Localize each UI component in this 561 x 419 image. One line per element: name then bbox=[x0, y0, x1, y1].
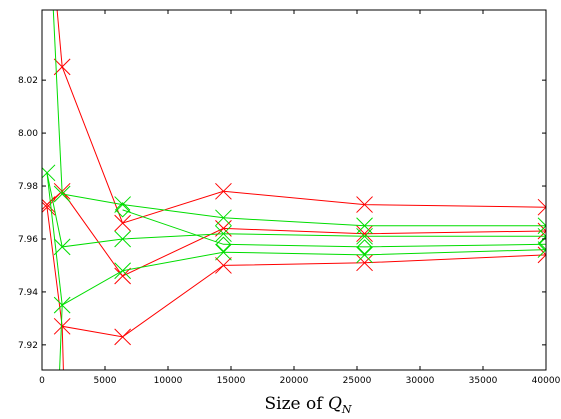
x-tick-label: 10000 bbox=[154, 376, 183, 386]
series-line-1 bbox=[46, 207, 546, 338]
data-point-x-marker bbox=[356, 227, 373, 245]
axes-layer: 0 5000 10000 15000 20000 25000 30000 35000 40000… bbox=[18, 10, 561, 386]
series-line-3 bbox=[56, 10, 63, 67]
data-point-x-marker bbox=[215, 182, 232, 200]
series-line-10 bbox=[46, 172, 63, 306]
series-line-11 bbox=[59, 305, 63, 370]
data-point-x-marker bbox=[215, 243, 232, 261]
data-point-x-marker bbox=[537, 227, 546, 245]
data-point-x-marker bbox=[42, 164, 56, 182]
data-point-x-marker bbox=[114, 328, 131, 346]
x-tick-label: 15000 bbox=[217, 376, 246, 386]
data-point-x-marker bbox=[53, 238, 71, 256]
x-tick-label: 20000 bbox=[280, 376, 309, 386]
x-axis-label-text: Size of bbox=[265, 394, 328, 414]
data-point-x-marker bbox=[114, 262, 131, 280]
data-point-diamond-marker bbox=[114, 202, 131, 218]
x-tick-label: 40000 bbox=[532, 376, 561, 386]
y-tick-label: 7.94 bbox=[18, 288, 38, 298]
series-line-6 bbox=[46, 172, 546, 248]
y-tick-label: 7.92 bbox=[18, 341, 38, 351]
data-point-x-marker bbox=[215, 209, 232, 227]
y-tick-label: 7.98 bbox=[18, 182, 38, 192]
x-tick-label: 5000 bbox=[94, 376, 117, 386]
data-point-x-marker bbox=[114, 267, 131, 285]
y-tick-label: 7.96 bbox=[18, 235, 38, 245]
data-point-x-marker bbox=[53, 58, 71, 76]
data-point-x-marker bbox=[114, 196, 131, 213]
x-axis-label: Size of QN bbox=[265, 394, 352, 416]
data-point-diamond-marker bbox=[538, 236, 546, 252]
y-tick-label: 8.02 bbox=[18, 76, 38, 86]
data-point-x-marker bbox=[114, 214, 131, 232]
series-line-4 bbox=[61, 326, 64, 370]
data-point-x-marker bbox=[215, 257, 232, 274]
series-layer bbox=[42, 10, 546, 370]
x-axis-label-symbol: Q bbox=[328, 394, 342, 414]
data-point-x-marker bbox=[356, 246, 373, 264]
series-line-8 bbox=[122, 209, 546, 248]
data-point-diamond-marker bbox=[215, 236, 232, 252]
series-line-2 bbox=[61, 66, 546, 224]
data-point-x-marker bbox=[42, 198, 56, 216]
series-line-9 bbox=[52, 10, 63, 195]
x-tick-label: 25000 bbox=[343, 376, 372, 386]
x-tick-label: 30000 bbox=[406, 376, 435, 386]
x-tick-label: 0 bbox=[39, 376, 45, 386]
x-axis-label-subscript: N bbox=[341, 403, 352, 416]
data-point-x-marker bbox=[356, 225, 373, 243]
data-point-diamond-marker bbox=[356, 239, 373, 255]
data-point-x-marker bbox=[356, 254, 373, 272]
data-point-x-marker bbox=[356, 196, 373, 213]
y-tick-label: 8.00 bbox=[18, 129, 38, 139]
data-point-x-marker bbox=[537, 198, 546, 216]
series-group bbox=[42, 10, 546, 370]
plot-frame bbox=[41, 9, 547, 371]
x-tick-label: 35000 bbox=[469, 376, 498, 386]
data-point-x-marker bbox=[215, 225, 232, 243]
data-point-x-marker bbox=[114, 230, 131, 248]
